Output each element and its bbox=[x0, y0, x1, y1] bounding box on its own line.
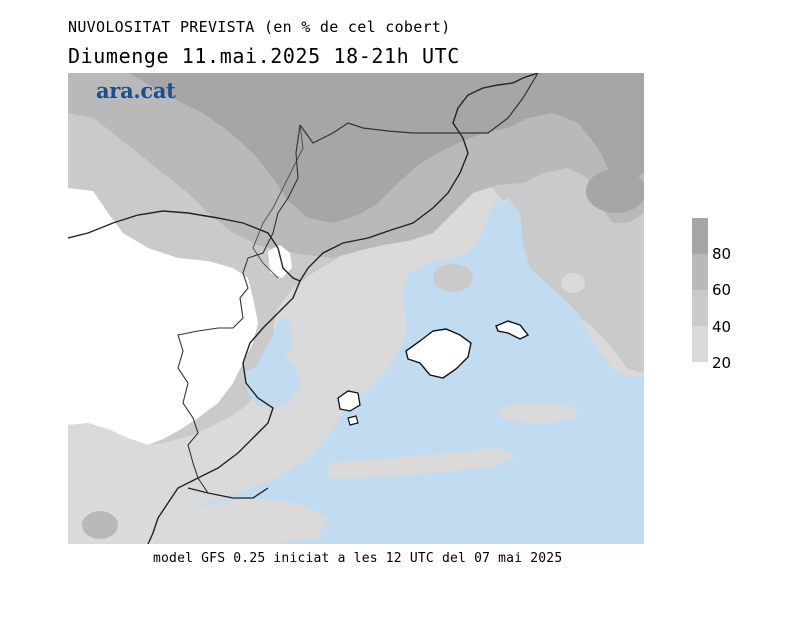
island-mallorca bbox=[405, 328, 472, 379]
legend-swatch-60-80 bbox=[692, 254, 708, 290]
cloud-patch-sea-2 bbox=[561, 273, 585, 293]
legend-label-40: 40 bbox=[712, 318, 732, 336]
island-menorca bbox=[495, 320, 530, 340]
cloud-layer-above-80 bbox=[128, 73, 644, 223]
map-title: NUVOLOSITAT PREVISTA (en % de cel cobert… bbox=[68, 18, 451, 36]
model-footer: model GFS 0.25 iniciat a les 12 UTC del … bbox=[153, 551, 563, 566]
aracat-logo: ara.cat bbox=[96, 78, 176, 103]
coastline-gulf bbox=[187, 487, 269, 499]
coastline-east bbox=[147, 280, 301, 544]
cloud-cover-map bbox=[68, 73, 644, 544]
island-formentera bbox=[347, 415, 359, 426]
border-north bbox=[299, 73, 539, 144]
cloud-patch-bottom bbox=[178, 498, 328, 544]
cloud-patch-sw bbox=[82, 511, 118, 539]
clear-land-west bbox=[68, 188, 258, 445]
border-france bbox=[252, 124, 304, 279]
clear-patch-north bbox=[268, 245, 292, 278]
map-subtitle: Diumenge 11.mai.2025 18-21h UTC bbox=[68, 44, 460, 68]
legend-colorbar bbox=[692, 218, 708, 362]
legend-label-60: 60 bbox=[712, 281, 732, 299]
legend-swatch-above-80 bbox=[692, 218, 708, 254]
clear-sea-gulf bbox=[253, 318, 293, 393]
cloud-patch-sea-1 bbox=[433, 264, 473, 292]
border-region bbox=[177, 124, 301, 494]
cloud-patch-sea-3 bbox=[498, 403, 578, 423]
legend-label-20: 20 bbox=[712, 354, 732, 372]
clear-sea-main bbox=[178, 198, 644, 544]
cloud-patch-sea-4 bbox=[328, 448, 518, 478]
cloud-patch-80 bbox=[586, 169, 644, 213]
legend-swatch-40-60 bbox=[692, 290, 708, 326]
island-ibiza bbox=[337, 390, 361, 412]
coastline bbox=[68, 73, 539, 282]
legend-label-80: 80 bbox=[712, 245, 732, 263]
legend-swatch-20-40 bbox=[692, 326, 708, 362]
